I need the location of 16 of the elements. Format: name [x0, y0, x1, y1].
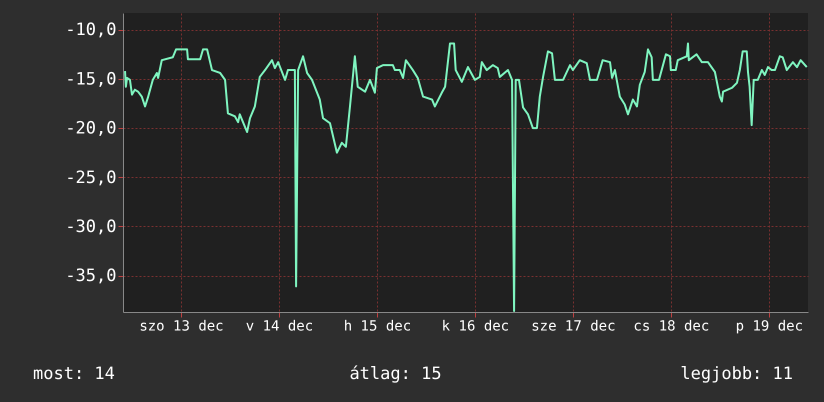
x-tick-label: szo 13 dec: [139, 318, 224, 334]
y-tick-label: -25,0: [65, 168, 116, 188]
y-tick-label: -20,0: [65, 118, 116, 139]
y-tick-label: -35,0: [65, 266, 116, 286]
y-tick-label: -10,0: [65, 20, 116, 40]
x-tick-label: h 15 dec: [344, 318, 412, 334]
text: átlag: 15: [349, 364, 442, 384]
text: legjobb: 11: [680, 364, 793, 384]
y-tick-label: -15,0: [65, 69, 116, 90]
x-tick-label: sze 17 dec: [531, 318, 616, 334]
x-tick-label: p 19 dec: [736, 318, 804, 334]
x-tick-label: cs 18 dec: [633, 318, 710, 334]
x-tick-label: k 16 dec: [442, 318, 510, 334]
text: most: 14: [33, 364, 115, 384]
y-tick-label: -30,0: [65, 216, 116, 237]
x-tick-label: v 14 dec: [246, 318, 314, 334]
